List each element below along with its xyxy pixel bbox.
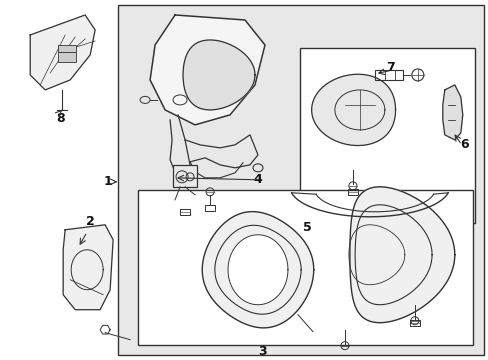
Bar [180,209,190,215]
Polygon shape [202,212,313,328]
Text: 6: 6 [459,138,468,151]
Text: 3: 3 [258,345,267,358]
Text: 8: 8 [56,112,64,125]
Bar [347,189,357,195]
Bar [118,5,483,355]
Polygon shape [227,235,287,305]
Polygon shape [442,85,462,140]
Bar [409,320,419,326]
Polygon shape [183,40,254,110]
Polygon shape [349,187,454,323]
Text: 4: 4 [253,173,262,186]
Text: 2: 2 [85,215,94,228]
Text: 7: 7 [386,62,394,75]
Bar [58,52,76,62]
Text: 5: 5 [302,221,311,234]
Polygon shape [311,74,395,145]
Bar [204,205,215,211]
Bar [374,70,402,80]
Bar [138,190,472,345]
Bar [173,165,197,187]
Polygon shape [150,15,264,125]
Bar [58,45,76,52]
Bar [299,48,474,223]
Polygon shape [63,225,113,310]
Text: 1: 1 [103,175,112,188]
Polygon shape [30,15,95,90]
